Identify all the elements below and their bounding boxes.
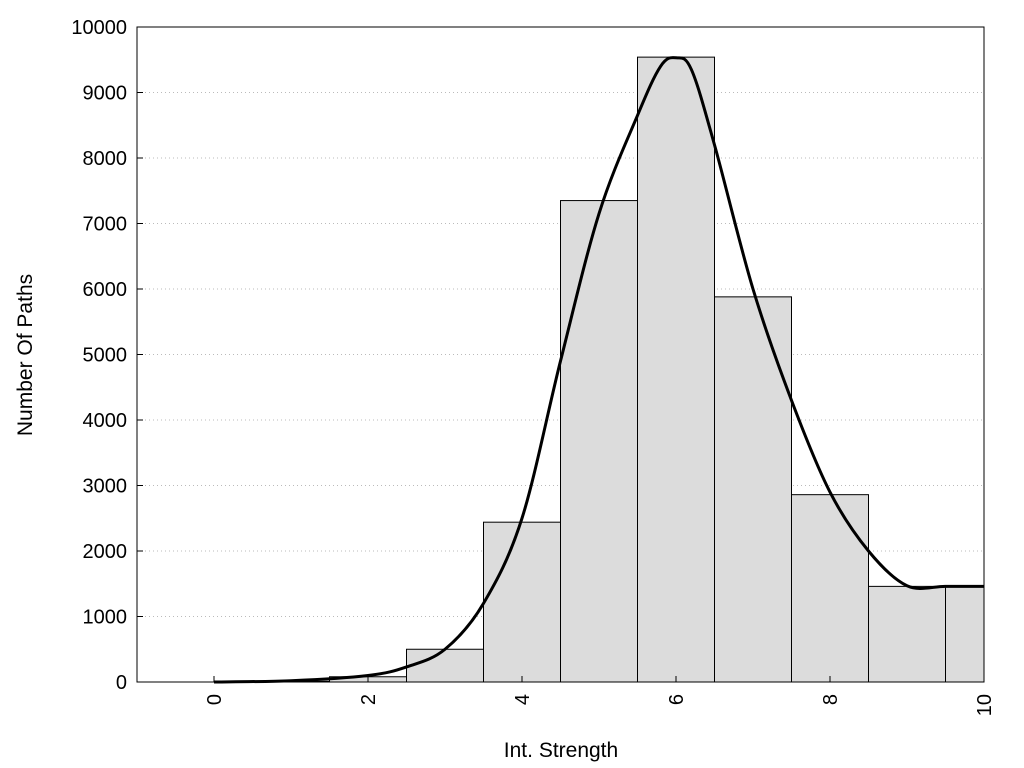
fit-curve: [213, 56, 985, 684]
y-tick-label: 6000: [83, 279, 128, 301]
y-tick-label: 3000: [83, 476, 128, 498]
bar: [637, 56, 715, 683]
bar: [945, 585, 985, 683]
y-tick-label: 0: [116, 672, 127, 694]
bar: [406, 648, 484, 683]
bars: [252, 56, 985, 683]
x-tick-label: 6: [666, 694, 688, 705]
y-tick-label: 7000: [83, 214, 128, 236]
y-tick-label: 10000: [71, 17, 127, 39]
x-axis-ticks: 0 2 4 6 8 10: [204, 676, 996, 716]
bar: [791, 494, 869, 683]
x-tick-label: 8: [820, 694, 842, 705]
bar: [868, 585, 946, 683]
y-tick-label: 4000: [83, 410, 128, 432]
bar: [560, 200, 638, 683]
x-tick-label: 4: [512, 694, 534, 705]
y-tick-label: 1000: [83, 607, 128, 629]
x-tick-label: 0: [204, 694, 226, 705]
y-tick-label: 8000: [83, 148, 128, 170]
x-tick-label: 2: [358, 694, 380, 705]
bar: [483, 521, 561, 683]
y-axis-title: Number Of Paths: [14, 274, 37, 436]
y-tick-label: 5000: [83, 345, 128, 367]
x-axis-title: Int. Strength: [504, 739, 618, 762]
x-tick-label: 10: [974, 694, 996, 716]
bar: [714, 296, 792, 683]
fit-curve-layer: [213, 56, 985, 684]
y-axis-ticks: 0 1000 2000 3000 4000 5000 6000 7000 8000 9000 100…: [71, 17, 143, 694]
y-tick-label: 2000: [83, 541, 128, 563]
y-tick-label: 9000: [83, 83, 128, 105]
